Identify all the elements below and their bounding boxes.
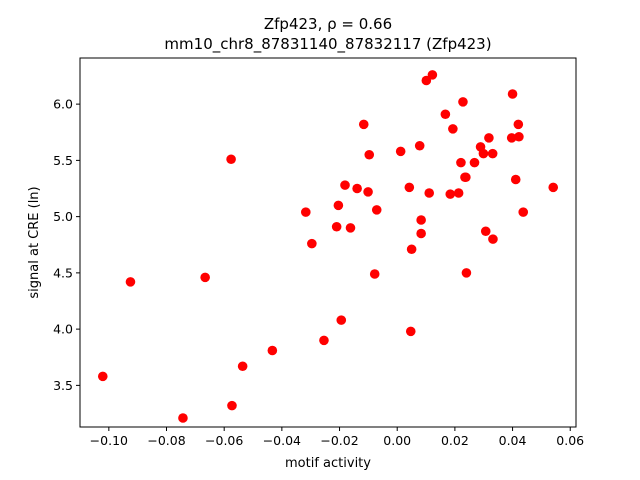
data-point — [345, 223, 356, 233]
chart-title-line2: mm10_chr8_87831140_87832117 (Zfp423) — [164, 35, 491, 54]
data-point — [488, 234, 498, 244]
x-tick-label: −0.04 — [263, 433, 301, 448]
data-points — [97, 70, 559, 423]
data-point — [200, 272, 210, 283]
data-point — [237, 361, 248, 372]
data-point — [307, 238, 317, 249]
x-axis-label: motif activity — [285, 456, 371, 471]
x-tick-label: 0.00 — [383, 433, 411, 448]
data-point — [484, 133, 494, 143]
plot-frame — [79, 57, 577, 428]
y-tick-label: 6.0 — [53, 97, 73, 112]
data-point — [336, 315, 347, 325]
data-point — [461, 172, 471, 183]
data-point — [125, 277, 136, 287]
data-point — [487, 148, 498, 159]
data-point — [352, 183, 362, 194]
data-point — [458, 97, 468, 107]
x-tick-label: −0.06 — [205, 433, 243, 448]
x-axis-ticks: −0.10 −0.08 −0.06 −0.04 −0.02 0.00 0.02 0.04 0.0… — [90, 427, 584, 448]
data-point — [300, 207, 311, 217]
y-tick-label: 5.5 — [53, 153, 73, 168]
data-point — [445, 189, 456, 199]
data-point — [358, 119, 369, 130]
data-point — [513, 119, 524, 130]
data-point — [226, 154, 236, 165]
data-point — [427, 70, 438, 80]
y-tick-label: 3.5 — [53, 378, 73, 393]
data-point — [461, 268, 472, 278]
data-point — [364, 149, 375, 160]
data-point — [453, 188, 464, 198]
data-point — [405, 326, 416, 337]
chart-title-line1: Zfp423, ρ = 0.66 — [264, 15, 392, 33]
data-point — [414, 140, 425, 151]
y-axis-ticks: 3.5 4.0 4.5 5.0 5.5 6.0 — [53, 97, 80, 393]
data-point — [319, 335, 329, 346]
x-tick-label: 0.06 — [556, 433, 584, 448]
data-point — [478, 148, 489, 159]
data-point — [456, 157, 466, 168]
data-point — [97, 371, 108, 382]
data-point — [333, 200, 344, 211]
data-point — [178, 413, 188, 423]
data-point — [518, 207, 529, 217]
data-point — [424, 188, 435, 198]
data-point — [507, 89, 518, 99]
data-point — [416, 228, 426, 239]
data-point — [404, 182, 415, 193]
data-point — [267, 345, 278, 356]
data-point — [548, 182, 559, 193]
x-tick-label: −0.10 — [90, 433, 128, 448]
data-point — [416, 215, 426, 225]
data-point — [395, 146, 406, 157]
data-point — [340, 180, 350, 190]
data-point — [440, 109, 451, 120]
data-point — [506, 133, 517, 143]
data-point — [480, 226, 491, 237]
data-point — [227, 400, 237, 411]
y-tick-label: 5.0 — [53, 209, 73, 224]
data-point — [469, 157, 480, 168]
data-point — [371, 205, 382, 215]
y-tick-label: 4.0 — [53, 322, 73, 337]
data-point — [406, 244, 417, 255]
x-tick-label: 0.02 — [441, 433, 469, 448]
data-point — [331, 221, 342, 232]
data-point — [514, 131, 524, 142]
data-point — [363, 187, 373, 197]
y-tick-label: 4.5 — [53, 265, 73, 280]
data-point — [510, 174, 521, 185]
x-tick-label: −0.08 — [147, 433, 185, 448]
x-tick-label: −0.02 — [320, 433, 358, 448]
data-point — [369, 269, 380, 279]
y-axis-label: signal at CRE (ln) — [27, 186, 42, 298]
data-point — [448, 124, 458, 134]
data-point — [421, 75, 432, 86]
x-tick-label: 0.04 — [499, 433, 527, 448]
